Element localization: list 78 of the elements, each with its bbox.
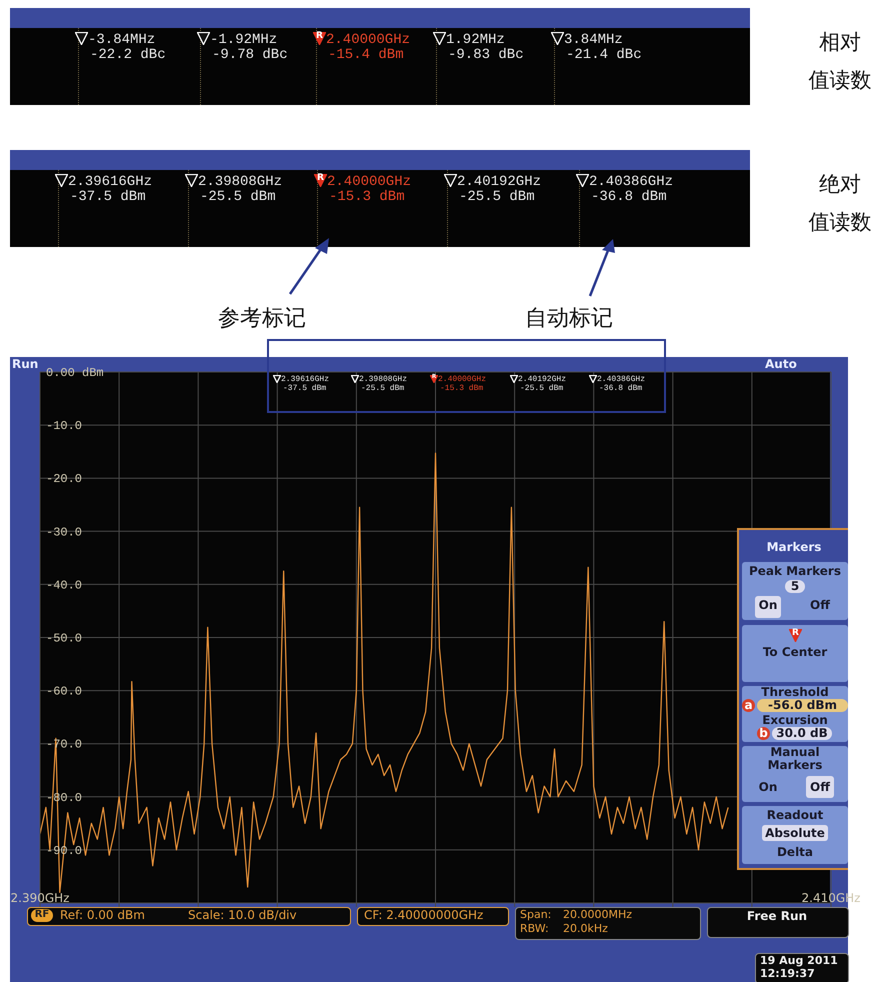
- text: 绝对: [818, 171, 862, 198]
- text: -9.78 dBc: [212, 47, 288, 63]
- annotation: Off: [809, 780, 832, 794]
- y-tick-label: -60.0: [46, 684, 82, 699]
- text: Auto: [765, 357, 797, 371]
- text: -3.84MHz: [88, 32, 156, 48]
- annotation: -15.3 dBm: [440, 384, 484, 393]
- text: -21.4 dBc: [566, 47, 642, 63]
- text: 20.0kHz: [563, 922, 608, 935]
- annotation: On: [758, 598, 778, 612]
- annotation: 2.40386GHz: [597, 375, 646, 384]
- annotation: 30.0 dB: [772, 726, 832, 740]
- text: -36.8 dBm: [591, 189, 667, 205]
- text: 1.92MHz: [446, 32, 505, 48]
- text: -15.3 dBm: [329, 189, 405, 205]
- text: -37.5 dBm: [70, 189, 146, 205]
- y-tick-label: -30.0: [46, 525, 82, 540]
- text: 相对: [818, 29, 862, 56]
- text: -9.83 dBc: [448, 47, 524, 63]
- y-tick-label: -50.0: [46, 632, 82, 646]
- annotation: -37.5 dBm: [283, 384, 326, 393]
- annotation: -56.0 dBm: [757, 698, 848, 712]
- annotation: Peak Markers: [748, 564, 842, 578]
- y-tick-label: -40.0: [46, 578, 82, 592]
- line-series: [40, 452, 729, 893]
- text: CF: 2.40000000GHz: [364, 908, 484, 922]
- text: 参考标记: [218, 305, 306, 333]
- text: Scale: 10.0 dB/div: [188, 908, 297, 922]
- text: 2.40192GHz: [457, 174, 542, 190]
- annotation: Excursion: [761, 713, 829, 727]
- text: -22.2 dBc: [90, 47, 166, 63]
- text: RBW:: [520, 922, 549, 935]
- annotation: -25.5 dBm: [361, 384, 404, 393]
- annotation: 2.40192GHz: [518, 375, 566, 384]
- y-tick-label: -20.0: [46, 472, 82, 486]
- annotation: Threshold: [760, 685, 830, 699]
- text: 2.40386GHz: [589, 174, 674, 190]
- text: 值读数: [808, 67, 872, 94]
- annotation: 2.40000GHz: [438, 375, 486, 384]
- text: R: [316, 173, 324, 183]
- text: 20.0000MHz: [563, 908, 632, 921]
- annotation: Delta: [776, 845, 814, 859]
- text: 19 Aug 2011: [760, 954, 838, 967]
- text: -25.5 dBm: [459, 189, 535, 205]
- annotation: On: [758, 780, 778, 794]
- text: Span:: [520, 908, 552, 921]
- annotation: Absolute: [762, 826, 828, 840]
- annotation: Off: [809, 598, 832, 612]
- text: 值读数: [808, 209, 872, 236]
- annotation: Readout: [766, 808, 824, 822]
- text: Free Run: [746, 909, 808, 923]
- text: 12:19:37: [760, 967, 815, 980]
- annotation: -36.8 dBm: [599, 384, 642, 393]
- annotation: Markers: [766, 540, 822, 554]
- annotation: -25.5 dBm: [520, 384, 564, 393]
- text: -15.4 dBm: [328, 47, 404, 63]
- annotation: 5: [785, 579, 805, 593]
- text: Ref: 0.00 dBm: [60, 908, 145, 922]
- annotation: 2.39808GHz: [359, 375, 408, 384]
- annotation: b: [757, 726, 770, 740]
- annotation: Manual Markers: [766, 745, 824, 772]
- text: 2.40000GHz: [326, 32, 410, 48]
- annotation: To Center: [762, 645, 828, 659]
- text: Run: [12, 357, 38, 371]
- text: -25.5 dBm: [200, 189, 276, 205]
- annotation: 2.39616GHz: [281, 375, 330, 384]
- text: 自动标记: [525, 305, 613, 333]
- annotation: a: [742, 698, 755, 712]
- text: 2.40000GHz: [327, 174, 412, 190]
- text: -1.92MHz: [210, 32, 278, 48]
- text: RF: [31, 909, 53, 920]
- text: 2.39616GHz: [68, 174, 152, 190]
- text: R: [792, 628, 799, 638]
- text: R: [316, 31, 323, 41]
- text: 2.39808GHz: [198, 174, 282, 190]
- x-tick-label: 2.410GHz: [802, 891, 860, 905]
- text: 3.84MHz: [564, 32, 623, 48]
- y-tick-label: -10.0: [46, 419, 82, 434]
